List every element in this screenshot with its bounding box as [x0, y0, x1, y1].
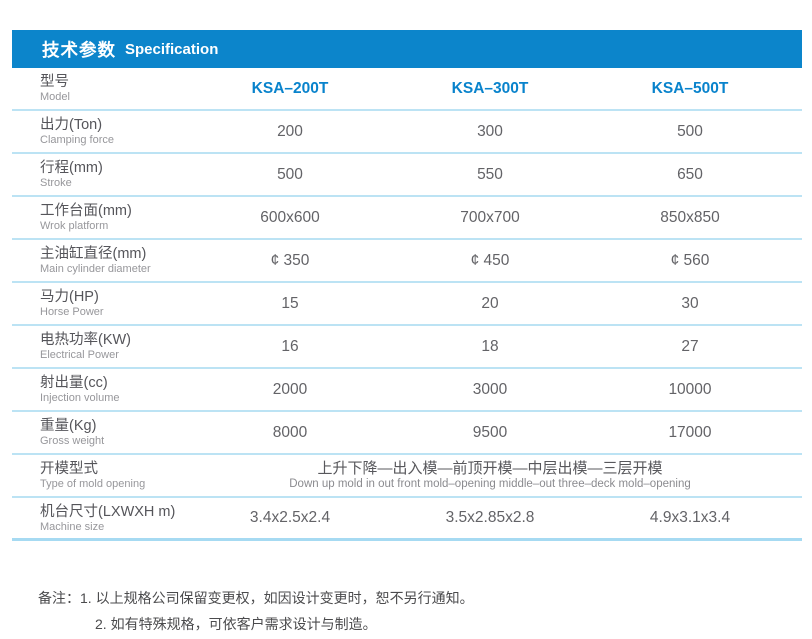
- table-row-machine-size: 机台尺寸(LXWXH m) Machine size 3.4x2.5x2.4 3…: [12, 498, 802, 541]
- mold-opening-zh: 上升下降—出入模—前顶开模—中层出模—三层开模: [317, 460, 663, 477]
- row-label-zh: 马力(HP): [40, 289, 99, 305]
- table-row-work-platform: 工作台面(mm) Wrok platform 600x600 700x700 8…: [12, 197, 802, 240]
- cell-value: 18: [481, 337, 499, 355]
- row-label: 电热功率(KW) Electrical Power: [12, 331, 190, 362]
- row-label-zh: 重量(Kg): [40, 418, 97, 434]
- cell-value: 600x600: [260, 208, 320, 226]
- note-line-2: 2. 如有特殊规格，可依客户需求设计与制造。: [95, 616, 377, 632]
- row-label-zh: 机台尺寸(LXWXH m): [40, 503, 176, 520]
- table-row-main-cylinder-diameter: 主油缸直径(mm) Main cylinder diameter ¢ 350 ¢…: [12, 240, 802, 283]
- row-label: 主油缸直径(mm) Main cylinder diameter: [12, 245, 190, 276]
- cell-value: 200: [277, 122, 303, 140]
- table-row-electrical-power: 电热功率(KW) Electrical Power 16 18 27: [12, 326, 802, 369]
- mold-opening-description: 上升下降—出入模—前顶开模—中层出模—三层开模 Down up mold in …: [190, 460, 790, 491]
- row-label-en: Injection volume: [40, 392, 120, 404]
- cell-value: 650: [677, 165, 703, 183]
- row-label-en: Model: [40, 91, 70, 103]
- cell-value: 500: [277, 165, 303, 183]
- spec-table: 型号 Model KSA–200T KSA–300T KSA–500T 出力(T…: [12, 68, 802, 541]
- table-row-model: 型号 Model KSA–200T KSA–300T KSA–500T: [12, 68, 802, 111]
- model-name-1: KSA–200T: [251, 79, 329, 97]
- table-row-clamping-force: 出力(Ton) Clamping force 200 300 500: [12, 111, 802, 154]
- row-label: 机台尺寸(LXWXH m) Machine size: [12, 503, 190, 534]
- row-label-zh: 型号: [40, 74, 69, 90]
- row-label-en: Clamping force: [40, 134, 114, 146]
- cell-value: 4.9x3.1x3.4: [649, 509, 731, 526]
- model-name-3: KSA–500T: [651, 79, 729, 97]
- note-line-1: 备注：1. 以上规格公司保留变更权，如因设计变更时，恕不另行通知。: [38, 585, 474, 611]
- cell-value: 500: [677, 122, 703, 140]
- cell-value: ¢ 450: [470, 251, 510, 269]
- row-label: 出力(Ton) Clamping force: [12, 116, 190, 147]
- row-label-en: Machine size: [40, 520, 105, 533]
- row-label-en: Type of mold opening: [40, 478, 146, 490]
- row-label: 工作台面(mm) Wrok platform: [12, 202, 190, 233]
- model-name-2: KSA–300T: [451, 79, 529, 97]
- row-label-model: 型号 Model: [12, 73, 190, 104]
- row-label-en: Wrok platform: [40, 220, 109, 232]
- note-prefix: 备注：: [38, 590, 80, 606]
- row-label-zh: 行程(mm): [40, 160, 103, 176]
- cell-value: 3.4x2.5x2.4: [249, 509, 331, 526]
- row-label: 行程(mm) Stroke: [12, 159, 190, 190]
- cell-value: 17000: [668, 423, 712, 441]
- cell-value: 30: [681, 294, 699, 312]
- cell-value: 16: [281, 337, 299, 355]
- cell-value: ¢ 350: [270, 251, 310, 269]
- cell-value: 3000: [472, 380, 508, 398]
- cell-value: 550: [477, 165, 503, 183]
- table-row-stroke: 行程(mm) Stroke 500 550 650: [12, 154, 802, 197]
- table-row-injection-volume: 射出量(cc) Injection volume 2000 3000 10000: [12, 369, 802, 412]
- cell-value: 3.5x2.85x2.8: [445, 509, 535, 526]
- cell-value: 300: [477, 122, 503, 140]
- row-label-en: Stroke: [40, 177, 72, 189]
- notes-block: 备注：1. 以上规格公司保留变更权，如因设计变更时，恕不另行通知。 2. 如有特…: [38, 585, 474, 637]
- row-label: 开模型式 Type of mold opening: [12, 460, 190, 491]
- cell-value: 2000: [272, 380, 308, 398]
- row-label-en: Main cylinder diameter: [40, 263, 151, 275]
- row-label-zh: 工作台面(mm): [40, 203, 132, 219]
- table-row-mold-opening: 开模型式 Type of mold opening 上升下降—出入模—前顶开模—…: [12, 455, 802, 498]
- section-title-en: Specification: [125, 40, 219, 58]
- row-label: 重量(Kg) Gross weight: [12, 417, 190, 448]
- cell-value: 20: [481, 294, 499, 312]
- cell-value: ¢ 560: [670, 251, 710, 269]
- cell-value: 15: [281, 294, 299, 312]
- table-row-gross-weight: 重量(Kg) Gross weight 8000 9500 17000: [12, 412, 802, 455]
- row-label-zh: 电热功率(KW): [40, 332, 132, 348]
- row-label-en: Gross weight: [40, 435, 105, 447]
- row-label: 马力(HP) Horse Power: [12, 288, 190, 319]
- row-label-en: Horse Power: [40, 306, 104, 318]
- row-label-zh: 主油缸直径(mm): [40, 246, 147, 262]
- row-label-en: Electrical Power: [40, 349, 119, 361]
- row-label-zh: 射出量(cc): [40, 375, 108, 391]
- note-text-1: 1. 以上规格公司保留变更权，如因设计变更时，恕不另行通知。: [80, 590, 474, 606]
- row-label-zh: 开模型式: [40, 461, 98, 477]
- row-label-zh: 出力(Ton): [40, 117, 103, 133]
- mold-opening-en: Down up mold in out front mold–opening m…: [289, 478, 691, 490]
- cell-value: 10000: [668, 380, 712, 398]
- section-header-bar: 技术参数 Specification: [12, 30, 802, 68]
- table-row-horse-power: 马力(HP) Horse Power 15 20 30: [12, 283, 802, 326]
- cell-value: 850x850: [660, 208, 720, 226]
- row-label: 射出量(cc) Injection volume: [12, 374, 190, 405]
- section-title-zh: 技术参数: [42, 39, 116, 60]
- cell-value: 8000: [272, 423, 308, 441]
- cell-value: 27: [681, 337, 699, 355]
- cell-value: 9500: [472, 423, 508, 441]
- cell-value: 700x700: [460, 208, 520, 226]
